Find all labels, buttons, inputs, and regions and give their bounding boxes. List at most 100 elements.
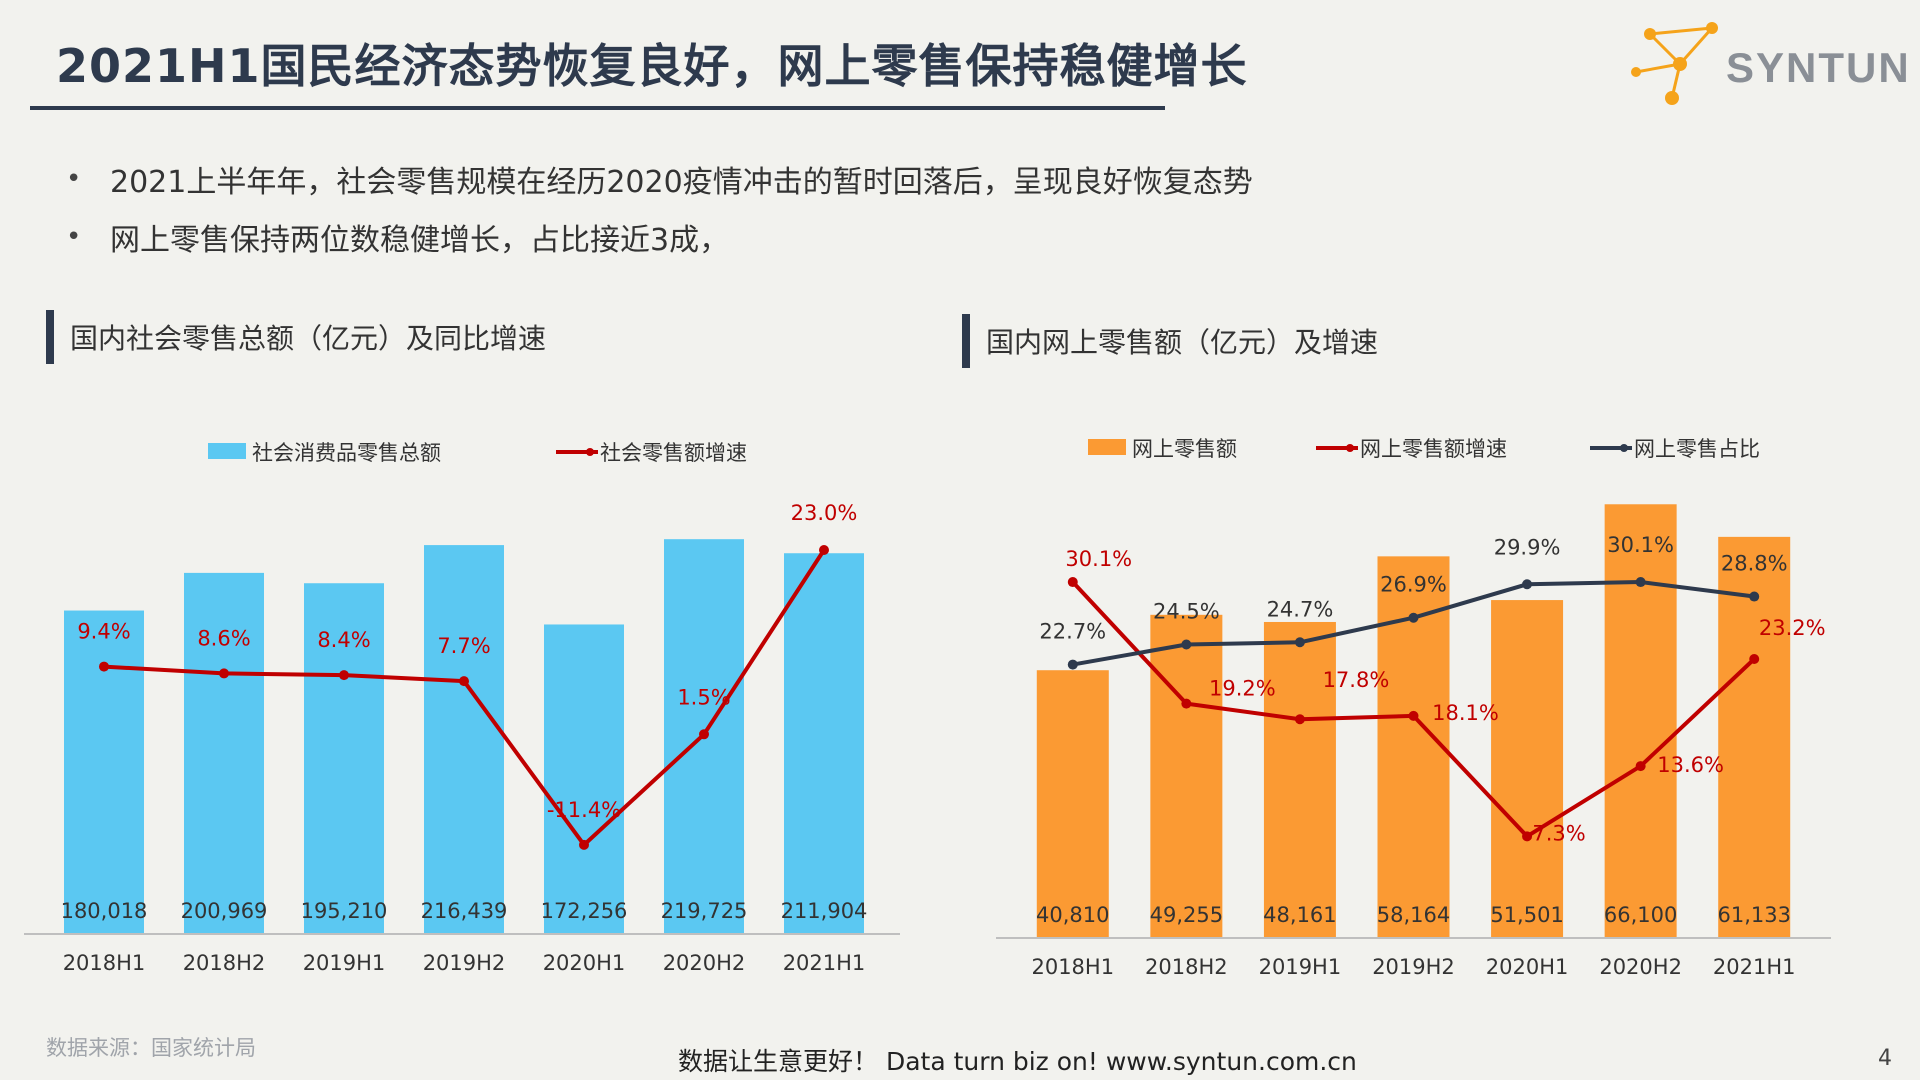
point-网上零售额增速 [1181,698,1192,709]
point-网上零售占比 [1522,579,1533,590]
line-value-label: 7.7% [437,634,490,658]
right-chart-heading: 国内网上零售额（亿元）及增速 [962,314,1378,368]
point-网上零售占比 [1635,577,1646,588]
x-tick-label: 2019H2 [1372,955,1455,979]
legend-label: 网上零售占比 [1634,437,1760,461]
bar-value-label: 200,969 [181,899,268,923]
bullet-item: • 2021上半年年，社会零售规模在经历2020疫情冲击的暂时回落后，呈现良好恢… [66,150,1253,208]
line-value-label: 28.8% [1721,552,1788,576]
bar-2018H1 [1036,670,1109,938]
bar-value-label: 58,164 [1377,903,1450,927]
point-社会零售额增速 [819,545,829,555]
point-社会零售额增速 [99,661,109,672]
line-value-label: 9.4% [77,620,130,644]
bar-value-label: 48,161 [1263,903,1336,927]
heading-accent-bar [962,314,970,368]
x-tick-label: 2019H2 [423,951,506,975]
left-chart-title: 国内社会零售总额（亿元）及同比增速 [70,322,547,355]
legend-label: 社会消费品零售总额 [252,441,441,465]
x-tick-label: 2021H1 [783,951,866,975]
point-网上零售额增速 [1294,714,1305,725]
bar-value-label: 211,904 [781,899,868,923]
x-tick-label: 2018H2 [1145,955,1228,979]
heading-accent-bar [46,310,54,364]
line-value-label: 8.4% [317,628,370,652]
line-value-label: 18.1% [1432,701,1499,725]
data-source: 数据来源：国家统计局 [46,1036,256,1060]
bar-value-label: 180,018 [61,899,148,923]
logo-text: SYNTUN [1726,44,1911,91]
bullet-marker: • [66,164,82,194]
x-tick-label: 2019H1 [1259,955,1342,979]
x-tick-label: 2020H1 [1486,955,1569,979]
bar-2019H1 [1263,621,1336,938]
footer-slogan: 数据让生意更好！ Data turn biz on! www.syntun.co… [678,1047,1357,1076]
legend-swatch [1088,439,1126,455]
page-title: 2021H1国民经济态势恢复良好，网上零售保持稳健增长 [56,39,1248,93]
line-value-label: 30.1% [1607,533,1674,557]
bar-value-label: 61,133 [1717,903,1790,927]
legend-label: 网上零售额增速 [1360,437,1507,461]
line-value-label: 23.2% [1759,616,1826,640]
retail-sales-chart: 180,018 200,969 195,210 216,439 172,256 219,7… [24,441,900,975]
bullet-list: • 2021上半年年，社会零售规模在经历2020疫情冲击的暂时回落后，呈现良好恢… [66,150,1253,266]
point-网上零售额增速 [1067,577,1078,588]
point-网上零售占比 [1408,612,1419,623]
line-value-label: -11.4% [547,798,621,822]
legend-label: 社会零售额增速 [600,441,747,465]
x-tick-label: 2020H2 [1599,955,1682,979]
line-value-label: 7.3% [1532,821,1585,845]
point-网上零售额增速 [1522,831,1533,842]
legend-swatch-dot [586,448,594,456]
point-网上零售占比 [1067,659,1078,670]
bar-2020H1 [544,624,624,934]
legend-swatch [208,443,246,459]
x-tick-label: 2020H2 [663,951,746,975]
bar-value-label: 195,210 [301,899,388,923]
bar-value-label: 172,256 [541,899,628,923]
bar-2018H2 [1150,614,1223,938]
line-value-label: 19.2% [1209,677,1276,701]
line-value-label: 8.6% [197,626,250,650]
legend-swatch-dot [1346,444,1354,452]
bullet-marker: • [66,222,82,252]
legend-swatch-dot [1620,444,1628,452]
line-value-label: 1.5% [677,685,730,709]
line-value-label: 29.9% [1494,535,1561,559]
point-社会零售额增速 [459,676,469,687]
x-tick-label: 2020H1 [543,951,626,975]
bar-value-label: 51,501 [1490,903,1563,927]
point-网上零售额增速 [1635,761,1646,772]
line-value-label: 24.7% [1267,597,1334,621]
point-网上零售额增速 [1749,654,1760,664]
point-网上零售占比 [1181,639,1192,650]
line-value-label: 13.6% [1657,753,1724,777]
bar-2020H2 [1604,504,1677,938]
bar-value-label: 66,100 [1604,903,1677,927]
bar-value-label: 49,255 [1150,903,1223,927]
x-tick-label: 2021H1 [1713,955,1796,979]
bar-2021H1 [784,553,864,934]
point-社会零售额增速 [219,668,229,679]
bar-2019H2 [424,545,504,934]
bar-value-label: 219,725 [661,899,748,923]
left-chart-heading: 国内社会零售总额（亿元）及同比增速 [46,310,547,364]
line-value-label: 30.1% [1065,547,1132,571]
point-网上零售占比 [1749,591,1760,602]
x-tick-label: 2018H2 [183,951,266,975]
bar-2019H1 [304,583,384,934]
bar-value-label: 40,810 [1036,903,1109,927]
line-value-label: 17.8% [1323,668,1390,692]
x-tick-label: 2019H1 [303,951,386,975]
bullet-text: 网上零售保持两位数稳健增长，占比接近3成， [110,223,730,258]
page-number: 4 [1878,1046,1892,1071]
bar-2018H1 [64,610,144,934]
bar-value-label: 216,439 [421,899,508,923]
line-value-label: 22.7% [1039,620,1106,644]
bullet-text: 2021上半年年，社会零售规模在经历2020疫情冲击的暂时回落后，呈现良好恢复态… [110,165,1253,200]
x-tick-label: 2018H1 [63,951,146,975]
point-社会零售额增速 [339,670,349,681]
line-value-label: 26.9% [1380,573,1447,597]
line-value-label: 23.0% [791,501,858,525]
point-网上零售占比 [1294,637,1305,648]
